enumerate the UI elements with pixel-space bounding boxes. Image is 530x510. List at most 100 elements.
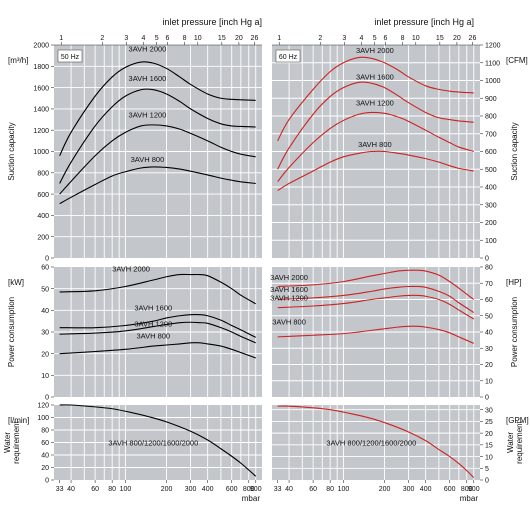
series-line xyxy=(59,342,256,359)
y-tick-label: 1000 xyxy=(485,78,501,85)
series-line xyxy=(59,313,257,338)
top-tick-label: 4 xyxy=(141,35,145,42)
y-tick-label: 300 xyxy=(485,202,497,209)
x-tick-label: 40 xyxy=(285,486,293,493)
top-tick-label: 1 xyxy=(277,35,281,42)
y-axis-title: requirement xyxy=(515,420,524,463)
series-line xyxy=(277,325,474,344)
plot-area xyxy=(272,405,480,480)
top-tick-label: 15 xyxy=(218,35,226,42)
frequency-box xyxy=(57,49,83,63)
series-label: 3AVH 1200 xyxy=(356,98,394,107)
y-tick-label: 0 xyxy=(485,478,489,485)
series-label: 3AVH 1200 xyxy=(134,320,172,329)
y-tick-label: 1600 xyxy=(33,85,49,92)
series-label: 3AVH 800 xyxy=(358,140,392,149)
y-tick-label: 20 xyxy=(485,362,493,369)
x-tick-label: 600 xyxy=(444,486,456,493)
y-tick-label: 40 xyxy=(41,308,49,315)
y-tick-label: 400 xyxy=(37,213,49,220)
y-tick-label: 2000 xyxy=(33,43,49,50)
top-tick-label: 8 xyxy=(183,35,187,42)
y-tick-label: 10 xyxy=(485,378,493,385)
series-line xyxy=(59,88,256,184)
series-line xyxy=(277,405,475,479)
y-axis-title: Suction capacity xyxy=(7,122,16,180)
frequency-label: 50 Hz xyxy=(61,54,80,61)
y-tick-label: 5 xyxy=(485,466,489,473)
series-label: 3AVH 800 xyxy=(131,155,165,164)
series-label: 3AVH 2000 xyxy=(356,46,394,55)
y-tick-label: 50 xyxy=(41,286,49,293)
y-tick-label: 0 xyxy=(45,395,49,402)
series-line xyxy=(59,404,257,477)
unit-label: [HP] xyxy=(506,278,522,287)
panel-suction_60: 0 100 200 300 400 500 600 700 800 900 1000 1100 1200… xyxy=(272,17,528,263)
x-tick-label: 200 xyxy=(161,486,173,493)
top-tick-label: 6 xyxy=(384,35,388,42)
y-axis-title: Water xyxy=(506,432,515,453)
y-tick-label: 1200 xyxy=(485,43,501,50)
series-label: 3AVH 800 xyxy=(136,332,170,341)
y-tick-label: 100 xyxy=(485,238,497,245)
y-tick-label: 800 xyxy=(37,171,49,178)
series-label: 3AVH 800/1200/1600/2000 xyxy=(108,439,198,448)
series-line xyxy=(59,321,256,344)
series-label: 3AVH 2000 xyxy=(112,264,150,273)
y-tick-label: 1000 xyxy=(33,149,49,156)
y-tick-label: 20 xyxy=(41,465,49,472)
top-tick-label: 8 xyxy=(401,35,405,42)
x-tick-label: 800 xyxy=(461,486,473,493)
y-tick-label: 0 xyxy=(45,256,49,263)
x-tick-label: 900 xyxy=(250,486,262,493)
y-tick-label: 30 xyxy=(485,407,493,414)
series-line xyxy=(277,111,474,183)
unit-label: [kW] xyxy=(8,278,24,287)
top-tick-label: 10 xyxy=(194,35,202,42)
y-tick-label: 40 xyxy=(485,330,493,337)
top-axis-title: inlet pressure [inch Hg a] xyxy=(374,17,474,27)
x-tick-label: 200 xyxy=(379,486,391,493)
series-line xyxy=(277,269,475,300)
y-tick-label: 900 xyxy=(485,96,497,103)
series-label: 3AVH 2000 xyxy=(129,44,167,53)
x-tick-label: 300 xyxy=(185,486,197,493)
top-tick-label: 20 xyxy=(235,35,243,42)
panel-suction_50: 0 200 400 600 800 1000 1200 1400 1600 1800 2000 [m³… xyxy=(7,17,262,263)
y-tick-label: 20 xyxy=(485,431,493,438)
y-tick-label: 0 xyxy=(485,395,489,402)
y-axis-title: Power consumption xyxy=(7,297,16,367)
top-tick-label: 6 xyxy=(166,35,170,42)
unit-label: [m³/h] xyxy=(8,56,28,65)
panel-water_50: 0 20 40 60 80 100 120 [l/min] Water requirement 33… xyxy=(3,403,262,503)
y-tick-label: 20 xyxy=(41,351,49,358)
x-tick-label: 33 xyxy=(56,486,64,493)
series-line xyxy=(59,273,257,305)
panel-power_60: 0 10 20 30 40 50 60 70 80 [HP] Power consumption 3A… xyxy=(270,265,521,402)
x-tick-label: 80 xyxy=(326,486,334,493)
y-tick-label: 0 xyxy=(45,478,49,485)
y-tick-label: 60 xyxy=(41,265,49,272)
top-axis-title: inlet pressure [inch Hg a] xyxy=(162,17,262,27)
top-tick-label: 2 xyxy=(100,35,104,42)
y-tick-label: 100 xyxy=(37,415,49,422)
series-line xyxy=(59,61,256,157)
series-line xyxy=(277,294,475,320)
panel-water_60: 0 5 10 15 20 25 30 [GPM] Water requirement 33 40 60 8… xyxy=(272,405,529,503)
x-tick-label: 300 xyxy=(403,486,415,493)
y-tick-label: 200 xyxy=(37,234,49,241)
y-tick-label: 40 xyxy=(41,453,49,460)
frequency-label: 60 Hz xyxy=(279,54,298,61)
y-tick-label: 60 xyxy=(485,297,493,304)
x-tick-label: 600 xyxy=(226,486,238,493)
x-axis-title: mbar xyxy=(460,494,479,503)
y-tick-label: 10 xyxy=(485,454,493,461)
y-tick-label: 1200 xyxy=(33,128,49,135)
x-tick-label: 800 xyxy=(243,486,255,493)
y-tick-label: 15 xyxy=(485,443,493,450)
y-tick-label: 600 xyxy=(37,192,49,199)
x-tick-label: 100 xyxy=(338,486,350,493)
y-axis-title: Suction capacity xyxy=(510,122,519,180)
series-label: 3AVH 1600 xyxy=(129,74,167,83)
